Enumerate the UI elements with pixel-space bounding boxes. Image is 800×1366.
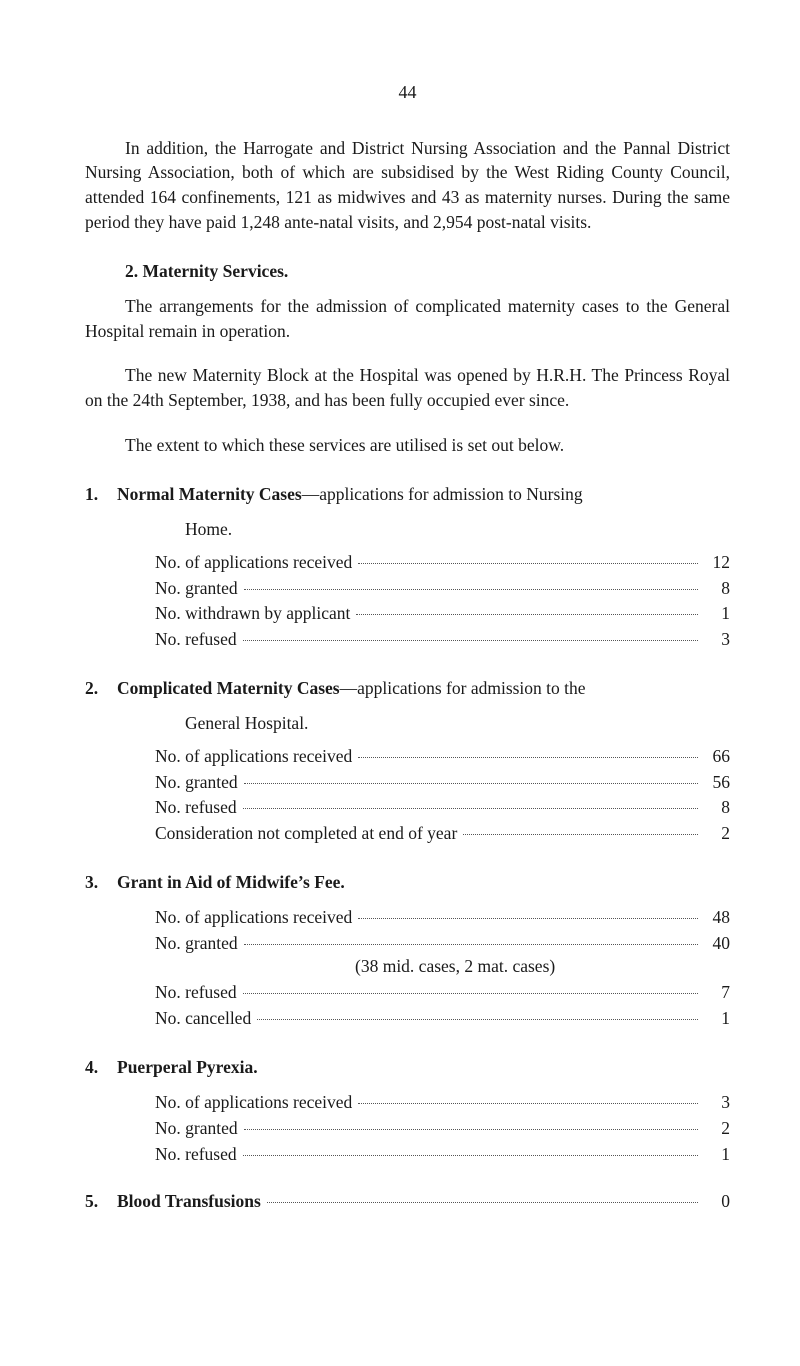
item-1-rest: —applications for admission to Nursing xyxy=(302,484,583,504)
line-value: 8 xyxy=(704,576,730,601)
list-item: No. refused 8 xyxy=(155,795,730,820)
line-value: 2 xyxy=(704,821,730,846)
line-label: No. of applications received xyxy=(155,744,352,769)
dot-leader xyxy=(358,563,698,564)
section-2-p3: The extent to which these services are u… xyxy=(85,433,730,458)
line-value: 56 xyxy=(704,770,730,795)
item-3-paren-note: (38 mid. cases, 2 mat. cases) xyxy=(355,954,730,979)
dot-leader xyxy=(257,1019,698,1020)
list-item: No. refused 1 xyxy=(155,1142,730,1167)
item-2-rest: —applications for admission to the xyxy=(340,678,586,698)
line-label: No. refused xyxy=(155,980,237,1005)
item-2-lines: No. of applications received 66 No. grant… xyxy=(155,744,730,846)
line-label: No. granted xyxy=(155,931,238,956)
line-label: No. refused xyxy=(155,795,237,820)
item-2-title: Complicated Maternity Cases xyxy=(117,678,340,698)
dot-leader xyxy=(243,993,698,994)
page: 44 In addition, the Harrogate and Distri… xyxy=(0,0,800,1293)
item-1-heading: 1. Normal Maternity Cases—applications f… xyxy=(85,482,730,507)
item-1-title: Normal Maternity Cases xyxy=(117,484,302,504)
line-value: 12 xyxy=(704,550,730,575)
line-label: No. refused xyxy=(155,1142,237,1167)
line-label: No. of applications received xyxy=(155,905,352,930)
list-item: No. refused 3 xyxy=(155,627,730,652)
dot-leader xyxy=(463,834,698,835)
list-item: No. of applications received 3 xyxy=(155,1090,730,1115)
dot-leader xyxy=(244,589,698,590)
line-value: 48 xyxy=(704,905,730,930)
list-item: No. of applications received 48 xyxy=(155,905,730,930)
intro-paragraph: In addition, the Harrogate and District … xyxy=(85,136,730,235)
dot-leader xyxy=(243,640,698,641)
section-2-p2: The new Maternity Block at the Hospital … xyxy=(85,363,730,413)
list-item: No. granted 56 xyxy=(155,770,730,795)
item-3-heading: 3. Grant in Aid of Midwife’s Fee. xyxy=(85,870,730,895)
line-value: 8 xyxy=(704,795,730,820)
item-5-title: Blood Transfusions xyxy=(117,1189,261,1214)
line-value: 2 xyxy=(704,1116,730,1141)
item-5-number: 5. xyxy=(85,1189,117,1214)
dot-leader xyxy=(244,783,698,784)
line-label: No. of applications received xyxy=(155,1090,352,1115)
list-item: No. of applications received 12 xyxy=(155,550,730,575)
line-value: 1 xyxy=(704,1142,730,1167)
list-item: No. of applications received 66 xyxy=(155,744,730,769)
dot-leader xyxy=(356,614,698,615)
dot-leader xyxy=(243,1155,698,1156)
section-2-p1: The arrangements for the admission of co… xyxy=(85,294,730,344)
item-3-lines: No. of applications received 48 No. grant… xyxy=(155,905,730,1031)
item-3-number: 3. xyxy=(85,870,117,895)
item-2-heading: 2. Complicated Maternity Cases—applicati… xyxy=(85,676,730,701)
dot-leader xyxy=(243,808,698,809)
line-label: No. granted xyxy=(155,1116,238,1141)
section-2-heading: 2. Maternity Services. xyxy=(85,259,730,284)
list-item: Consideration not completed at end of ye… xyxy=(155,821,730,846)
dot-leader xyxy=(358,918,698,919)
dot-leader xyxy=(358,1103,698,1104)
line-label: Consideration not completed at end of ye… xyxy=(155,821,457,846)
list-item: No. refused 7 xyxy=(155,980,730,1005)
item-4-lines: No. of applications received 3 No. grante… xyxy=(155,1090,730,1167)
dot-leader xyxy=(267,1202,698,1203)
line-label: No. cancelled xyxy=(155,1006,251,1031)
line-value: 1 xyxy=(704,601,730,626)
list-item: No. granted 2 xyxy=(155,1116,730,1141)
line-label: No. of applications received xyxy=(155,550,352,575)
list-item: No. granted 8 xyxy=(155,576,730,601)
line-value: 1 xyxy=(704,1006,730,1031)
line-value: 3 xyxy=(704,627,730,652)
line-label: No. granted xyxy=(155,770,238,795)
item-1-number: 1. xyxy=(85,482,117,507)
item-5-line: 5. Blood Transfusions 0 xyxy=(85,1189,730,1214)
item-2-number: 2. xyxy=(85,676,117,701)
item-1-lines: No. of applications received 12 No. grant… xyxy=(155,550,730,652)
item-3-title: Grant in Aid of Midwife’s Fee. xyxy=(117,870,345,895)
dot-leader xyxy=(244,1129,698,1130)
list-item: No. cancelled 1 xyxy=(155,1006,730,1031)
line-label: No. refused xyxy=(155,627,237,652)
list-item: No. granted 40 xyxy=(155,931,730,956)
item-2-subhead: General Hospital. xyxy=(185,711,730,736)
item-1-subhead: Home. xyxy=(185,517,730,542)
line-label: No. granted xyxy=(155,576,238,601)
dot-leader xyxy=(358,757,698,758)
item-4-title: Puerperal Pyrexia. xyxy=(117,1055,258,1080)
line-value: 7 xyxy=(704,980,730,1005)
list-item: No. withdrawn by applicant 1 xyxy=(155,601,730,626)
item-4-heading: 4. Puerperal Pyrexia. xyxy=(85,1055,730,1080)
line-value: 66 xyxy=(704,744,730,769)
item-4-number: 4. xyxy=(85,1055,117,1080)
line-value: 3 xyxy=(704,1090,730,1115)
dot-leader xyxy=(244,944,698,945)
line-label: No. withdrawn by applicant xyxy=(155,601,350,626)
page-number: 44 xyxy=(85,80,730,106)
item-5-value: 0 xyxy=(704,1189,730,1214)
line-value: 40 xyxy=(704,931,730,956)
